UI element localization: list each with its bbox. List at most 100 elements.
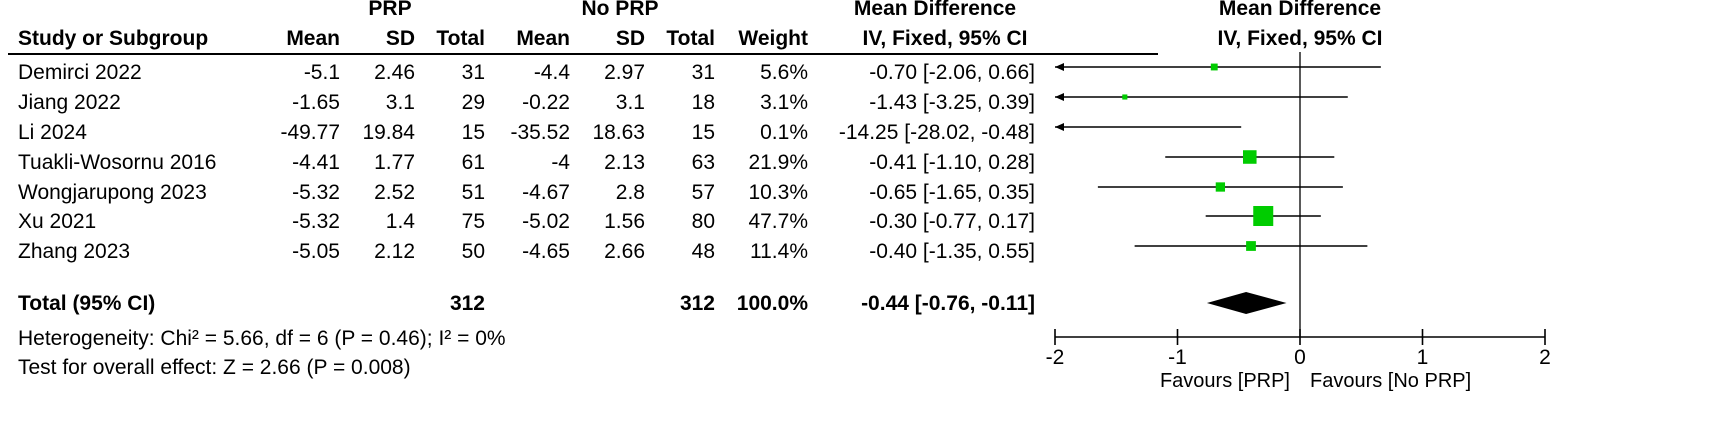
mean1-cell: -49.77	[280, 121, 340, 144]
mean1-cell: -4.41	[292, 151, 340, 174]
n1-cell: 75	[461, 210, 485, 233]
x-tick-label: 2	[1539, 346, 1551, 369]
sd1-cell: 3.1	[385, 91, 415, 114]
ci-cell: -0.70 [-2.06, 0.66]	[869, 61, 1035, 84]
md-column-subtitle: IV, Fixed, 95% CI	[862, 27, 1028, 50]
mean2-cell: -4	[551, 151, 570, 174]
n1-cell: 29	[461, 91, 485, 114]
n1-cell: 15	[461, 121, 485, 144]
group2-header: No PRP	[581, 0, 659, 20]
n2-cell: 63	[691, 151, 715, 174]
ci-cell: -0.40 [-1.35, 0.55]	[869, 240, 1035, 263]
weight-cell: 5.6%	[760, 61, 808, 84]
ci-cell: -1.43 [-3.25, 0.39]	[869, 91, 1035, 114]
sd2-cell: 2.13	[604, 151, 645, 174]
n2-cell: 48	[691, 240, 715, 263]
study-name: Wongjarupong 2023	[18, 181, 207, 204]
sd1-cell: 2.12	[374, 240, 415, 263]
study-marker	[1122, 94, 1128, 100]
n2-cell: 80	[691, 210, 715, 233]
sd2-cell: 2.97	[604, 61, 645, 84]
n2-cell: 31	[691, 61, 715, 84]
sd1-cell: 2.46	[374, 61, 415, 84]
overall-effect-text: Test for overall effect: Z = 2.66 (P = 0…	[18, 356, 411, 379]
plot-subtitle: IV, Fixed, 95% CI	[1217, 27, 1383, 50]
weight-cell: 11.4%	[750, 240, 808, 263]
weight-cell: 10.3%	[748, 181, 808, 204]
mean2-cell: -35.52	[510, 121, 570, 144]
sd2-header: SD	[615, 27, 645, 50]
mean1-cell: -5.32	[292, 181, 340, 204]
ci-cell: -0.65 [-1.65, 0.35]	[869, 181, 1035, 204]
total-n1: 312	[449, 292, 485, 315]
ci-cell: -0.41 [-1.10, 0.28]	[869, 151, 1035, 174]
mean2-header: Mean	[516, 27, 570, 50]
study-name: Demirci 2022	[18, 61, 142, 84]
x-tick-label: -1	[1168, 346, 1187, 369]
total-n2: 312	[679, 292, 715, 315]
x-tick-label: -2	[1046, 346, 1065, 369]
n2-cell: 57	[691, 181, 715, 204]
left-arrow	[1055, 93, 1064, 101]
md-column-title: Mean Difference	[853, 0, 1017, 20]
study-marker	[1210, 63, 1218, 71]
weight-cell: 47.7%	[748, 210, 808, 233]
study-marker	[1253, 206, 1274, 226]
study-marker	[1246, 241, 1256, 251]
mean2-cell: -4.65	[522, 240, 570, 263]
mean1-cell: -5.1	[303, 61, 340, 84]
sd2-cell: 2.66	[604, 240, 645, 263]
mean1-header: Mean	[286, 27, 340, 50]
heterogeneity-text: Heterogeneity: Chi² = 5.66, df = 6 (P = …	[18, 327, 506, 350]
total-label: Total (95% CI)	[18, 292, 156, 315]
mean2-cell: -4.4	[533, 61, 570, 84]
study-header: Study or Subgroup	[18, 27, 209, 50]
sd2-cell: 1.56	[604, 210, 645, 233]
weight-cell: 0.1%	[760, 121, 808, 144]
weight-cell: 3.1%	[760, 91, 808, 114]
x-tick-label: 0	[1294, 346, 1306, 369]
study-name: Tuakli-Wosornu 2016	[18, 151, 217, 174]
n2-cell: 18	[691, 91, 715, 114]
n1-cell: 50	[461, 240, 485, 263]
study-name: Li 2024	[18, 121, 87, 144]
sd2-cell: 18.63	[592, 121, 645, 144]
sd2-cell: 3.1	[615, 91, 645, 114]
x-tick-label: 1	[1417, 346, 1429, 369]
mean1-cell: -1.65	[292, 91, 340, 114]
ci-cell: -14.25 [-28.02, -0.48]	[838, 121, 1035, 144]
mean1-cell: -5.05	[292, 240, 340, 263]
ci-cell: -0.30 [-0.77, 0.17]	[869, 210, 1035, 233]
sd2-cell: 2.8	[615, 181, 645, 204]
n2-cell: 15	[691, 121, 715, 144]
study-name: Zhang 2023	[18, 240, 131, 263]
pooled-diamond	[1206, 292, 1287, 314]
left-arrow	[1055, 63, 1064, 71]
mean2-cell: -4.67	[522, 181, 570, 204]
total1-header: Total	[436, 27, 485, 50]
sd1-header: SD	[385, 27, 415, 50]
mean2-cell: -5.02	[522, 210, 570, 233]
left-arrow	[1055, 123, 1064, 131]
total2-header: Total	[666, 27, 715, 50]
favours-right-label: Favours [No PRP]	[1310, 370, 1471, 392]
sd1-cell: 19.84	[362, 121, 415, 144]
favours-left-label: Favours [PRP]	[1160, 370, 1290, 392]
n1-cell: 31	[461, 61, 485, 84]
study-name: Jiang 2022	[18, 91, 121, 114]
weight-header: Weight	[738, 27, 808, 50]
total-weight: 100.0%	[736, 292, 808, 315]
sd1-cell: 1.77	[374, 151, 415, 174]
total-ci: -0.44 [-0.76, -0.11]	[861, 292, 1035, 315]
header-rule	[8, 53, 1158, 55]
sd1-cell: 2.52	[374, 181, 415, 204]
study-name: Xu 2021	[18, 210, 97, 233]
mean2-cell: -0.22	[522, 91, 570, 114]
weight-cell: 21.9%	[748, 151, 808, 174]
group1-header: PRP	[368, 0, 412, 20]
sd1-cell: 1.4	[385, 210, 415, 233]
n1-cell: 61	[461, 151, 485, 174]
study-marker	[1242, 150, 1257, 164]
mean1-cell: -5.32	[292, 210, 340, 233]
